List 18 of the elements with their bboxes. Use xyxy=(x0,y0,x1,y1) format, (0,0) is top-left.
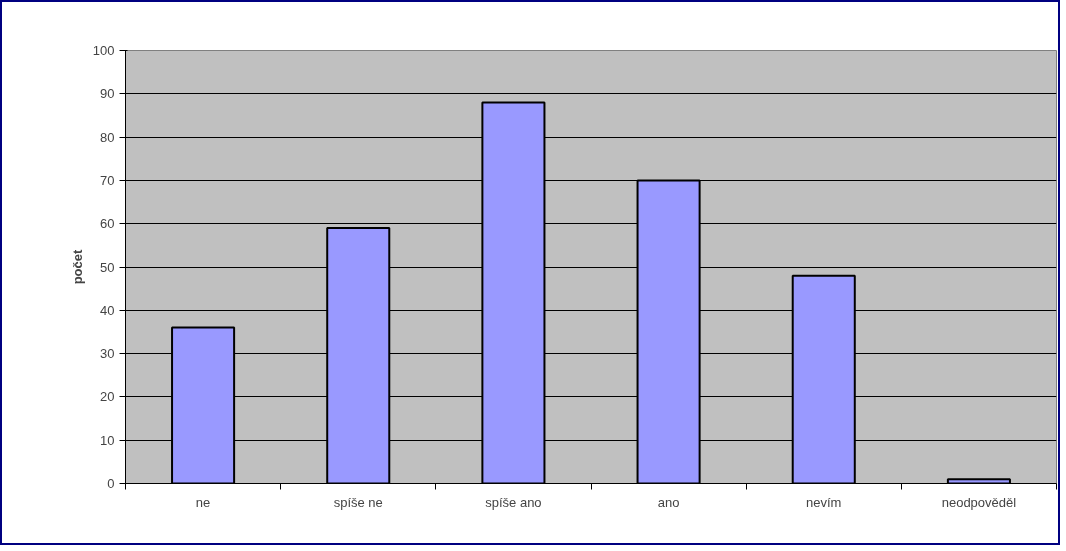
y-tick-label: 100 xyxy=(92,43,115,58)
x-tick-label: neodpověděl xyxy=(941,494,1017,510)
y-axis-title: počet xyxy=(69,248,85,285)
y-tick-label: 10 xyxy=(100,432,115,448)
y-tick-label: 60 xyxy=(100,216,115,232)
y-tick-label: 20 xyxy=(100,389,115,405)
y-tick-label: 0 xyxy=(107,476,115,491)
y-tick-label: 40 xyxy=(100,302,115,318)
y-tick-label: 80 xyxy=(100,129,115,145)
x-tick-label: ne xyxy=(195,494,211,510)
y-tick-label: 50 xyxy=(100,259,115,275)
x-tick-label: spíše ano xyxy=(485,494,542,510)
x-tick-label: spíše ne xyxy=(333,494,383,510)
y-tick-label: 90 xyxy=(100,86,115,102)
y-tick-label: 70 xyxy=(100,172,115,188)
y-tick-label: 30 xyxy=(100,346,115,362)
x-tick-label: nevím xyxy=(806,494,842,510)
x-tick-label: ano xyxy=(657,494,680,510)
